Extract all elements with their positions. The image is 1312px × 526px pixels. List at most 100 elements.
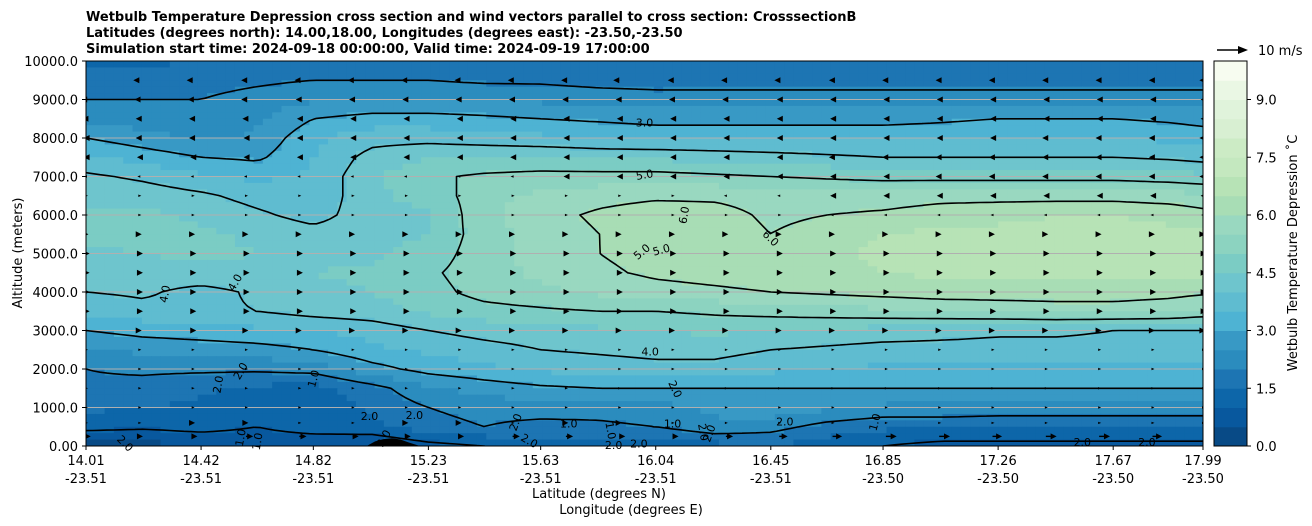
heat-cell [1193,221,1203,229]
heat-cell [895,150,906,158]
heat-cell [653,234,664,242]
heat-cell [839,138,850,146]
heat-cell [718,208,729,216]
heat-cell [895,208,906,216]
heat-cell [355,272,366,280]
heat-cell [458,105,469,113]
heat-cell [504,227,515,235]
heat-cell [1044,208,1055,216]
heat-cell [886,292,897,300]
heat-cell [253,259,264,267]
heat-cell [839,202,850,210]
heat-cell [86,279,96,287]
heat-cell [616,144,627,152]
heat-cell [188,324,199,332]
heat-cell [430,150,441,158]
heat-cell [253,215,264,223]
heat-cell [858,73,869,81]
heat-cell [197,240,208,248]
heat-cell [756,157,767,165]
heat-cell [1091,61,1102,69]
heat-cell [430,118,441,126]
heat-cell [300,221,310,229]
heat-cell [821,61,832,69]
heat-cell [588,125,599,133]
heat-cell [244,279,255,287]
heat-cell [365,125,376,133]
heat-cell [1007,157,1018,165]
heat-cell [253,73,264,81]
heat-cell [970,240,981,248]
heat-cell [225,279,236,287]
heat-cell [300,253,310,261]
heat-cell [1044,202,1055,210]
heat-cell [383,202,394,210]
heat-cell [188,266,199,274]
heat-cell [886,67,897,75]
heat-cell [886,208,897,216]
heat-cell [151,285,162,293]
heat-cell [328,131,338,139]
heat-cell [802,144,813,152]
heat-cell [234,266,245,274]
heat-cell [197,208,208,216]
heat-cell [960,304,971,312]
heat-cell [942,138,953,146]
heat-cell [383,259,394,267]
heat-cell [169,163,180,171]
heat-cell [784,247,795,255]
heat-cell [207,138,217,146]
heat-cell [746,176,757,184]
heat-cell [1165,125,1176,133]
heat-cell [532,144,543,152]
heat-cell [216,272,227,280]
heat-cell [244,144,255,152]
heat-cell [737,253,748,261]
heat-cell [672,317,683,325]
heat-cell [1007,202,1018,210]
heat-cell [393,138,404,146]
heat-cell [318,182,329,190]
heat-cell [830,272,841,280]
heat-cell [607,157,618,165]
heat-cell [355,292,366,300]
heat-cell [476,189,487,197]
heat-cell [439,259,450,267]
heat-cell [709,304,720,312]
heat-cell [1128,195,1139,203]
heat-cell [644,195,655,203]
heat-cell [151,67,162,75]
heat-cell [886,304,897,312]
heat-cell [1026,80,1037,88]
heat-cell [207,80,217,88]
heat-cell [1054,73,1064,81]
heat-cell [253,266,264,274]
heat-cell [644,234,655,242]
heat-cell [1044,195,1055,203]
heat-cell [1184,285,1195,293]
heat-cell [728,61,739,69]
heat-cell [1119,73,1130,81]
heat-cell [607,234,618,242]
heat-cell [197,304,208,312]
heat-cell [1016,240,1027,248]
heat-cell [570,170,580,178]
heat-cell [1007,292,1018,300]
heat-cell [905,272,916,280]
heat-cell [942,163,953,171]
heat-cell [830,118,841,126]
heat-cell [1156,227,1167,235]
heat-cell [439,150,450,158]
heat-cell [309,195,320,203]
heat-cell [560,138,571,146]
heat-cell [449,279,459,287]
heat-cell [421,202,432,210]
heat-cell [709,272,720,280]
heat-cell [104,311,115,319]
heat-cell [653,80,664,88]
heat-cell [514,112,525,120]
heat-cell [793,118,804,126]
heat-cell [746,131,757,139]
heat-cell [588,80,599,88]
heat-cell [1119,189,1130,197]
